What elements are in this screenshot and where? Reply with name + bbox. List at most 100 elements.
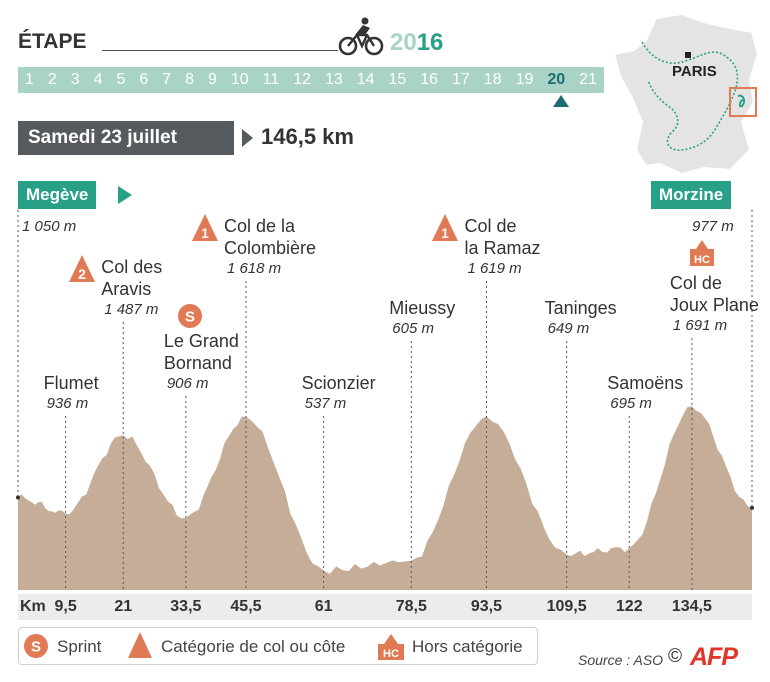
- point-name: Col des: [101, 257, 163, 277]
- legend-sprint-badge-text: S: [31, 639, 41, 656]
- km-tick-label: 78,5: [395, 598, 427, 615]
- point-name: Aravis: [101, 279, 152, 299]
- sprint-badge-icon: S: [177, 304, 202, 328]
- point-name: Le Grand: [163, 331, 239, 351]
- legend-hors-categorie: Hors catégorie: [412, 637, 523, 656]
- badge-text: 1: [201, 225, 209, 241]
- cyclist-icon: [338, 17, 384, 56]
- point-name: Col de: [669, 273, 722, 293]
- point-name: Colombière: [223, 238, 316, 258]
- km-tick-label: 134,5: [671, 598, 712, 615]
- stage-number: 9: [207, 71, 217, 88]
- km-tick-label: 122: [615, 598, 643, 615]
- point-name: Mieussy: [389, 298, 456, 318]
- title-rule: [102, 50, 338, 51]
- km-tick-label: 45,5: [230, 598, 262, 615]
- legend: [18, 627, 538, 665]
- hors-categorie-icon: HC: [689, 240, 714, 266]
- map-city-paris: PARIS: [672, 63, 717, 80]
- km-axis: [18, 594, 752, 620]
- year: 2016: [390, 29, 443, 57]
- stage-number: 11: [262, 71, 280, 88]
- stage-number: 1: [24, 71, 34, 88]
- finish-town: Morzine: [651, 181, 732, 209]
- elevation-profile-area: [18, 406, 752, 590]
- stage-distance: 146,5 km: [261, 124, 354, 149]
- category-1-icon: 1: [432, 214, 459, 241]
- point-name: Joux Plane: [669, 295, 759, 315]
- point-altitude: 1 618 m: [226, 260, 282, 277]
- stage-number: 2: [47, 71, 57, 88]
- badge-text: 1: [442, 225, 450, 241]
- stage-number: 21: [579, 71, 597, 88]
- date-label: Samedi 23 juillet: [18, 121, 234, 155]
- start-altitude: 1 050 m: [22, 218, 77, 235]
- point-altitude: 1 487 m: [104, 301, 159, 318]
- stage-number: 19: [515, 71, 534, 88]
- point-altitude: 649 m: [547, 320, 590, 337]
- stage-number: 17: [452, 71, 470, 88]
- stage-number: 16: [420, 71, 439, 88]
- source-credit: Source : ASO: [578, 652, 664, 668]
- point-altitude: 605 m: [392, 320, 434, 337]
- km-tick-label: 109,5: [546, 598, 587, 615]
- legend-sprint: Sprint: [57, 637, 102, 656]
- point-altitude: 695 m: [610, 395, 652, 412]
- year-prefix: 20: [390, 29, 417, 56]
- km-tick-label: 33,5: [170, 598, 202, 615]
- stage-number: 18: [483, 71, 502, 88]
- badge-text: HC: [694, 254, 710, 266]
- point-altitude: 1 619 m: [467, 260, 522, 277]
- current-stage-marker-icon: [553, 95, 569, 107]
- badge-text: S: [185, 309, 195, 326]
- point-name: Samoëns: [607, 373, 684, 393]
- stage-number: 12: [293, 71, 311, 88]
- point-altitude: 1 691 m: [672, 317, 728, 334]
- km-axis-label: Km: [20, 598, 46, 615]
- point-altitude: 906 m: [166, 375, 209, 392]
- stage-number: 8: [185, 71, 195, 88]
- copyright-symbol: ©: [668, 646, 682, 667]
- finish-altitude: 977 m: [692, 218, 734, 235]
- point-name: Col de: [464, 216, 517, 236]
- stage-number: 3: [70, 71, 80, 88]
- france-map: PARIS: [612, 12, 760, 176]
- stage-number: 13: [324, 71, 343, 88]
- start-arrow-icon: [118, 186, 132, 204]
- finish-point: [750, 505, 754, 510]
- stage-number: 14: [356, 71, 375, 88]
- km-tick-label: 21: [114, 598, 133, 615]
- afp-logo: AFP: [690, 643, 738, 671]
- category-1-icon: 1: [191, 214, 218, 241]
- start-town: Megève: [18, 181, 97, 209]
- start-point: [16, 495, 20, 500]
- stage-number: 4: [93, 71, 103, 88]
- legend-hors-badge-text: HC: [383, 648, 399, 660]
- play-arrow-icon: [242, 129, 253, 147]
- sprint-badge-icon: S: [24, 634, 48, 658]
- point-altitude: 936 m: [46, 395, 89, 412]
- stage-number: 6: [139, 71, 149, 88]
- legend-category: Catégorie de col ou côte: [161, 637, 346, 656]
- stage-number: 20: [547, 71, 566, 88]
- stage-strip: 1 2 3 4 5 6 7 8 9 10 11 12 13 14 15 16 17 18 19 20 21: [18, 67, 604, 93]
- km-tick-label: 61: [314, 598, 333, 615]
- mountain-category-icon: [128, 632, 152, 658]
- point-name: Flumet: [43, 373, 99, 393]
- stage-number: 10: [230, 71, 249, 88]
- km-tick-label: 9,5: [54, 598, 77, 615]
- stage-number: 5: [116, 71, 126, 88]
- km-tick-label: 93,5: [470, 598, 503, 615]
- hors-categorie-icon: HC: [378, 634, 404, 660]
- point-altitude: 537 m: [304, 395, 347, 412]
- point-name: Scionzier: [301, 373, 376, 393]
- point-name: Bornand: [163, 353, 232, 373]
- page-title: ÉTAPE: [18, 30, 87, 53]
- year-suffix: 16: [416, 29, 444, 56]
- badge-text: 2: [78, 266, 86, 282]
- stage-number: 15: [388, 71, 407, 88]
- point-name: la Ramaz: [464, 238, 541, 258]
- category-2-icon: 2: [69, 255, 96, 282]
- point-name: Col de la: [223, 216, 295, 236]
